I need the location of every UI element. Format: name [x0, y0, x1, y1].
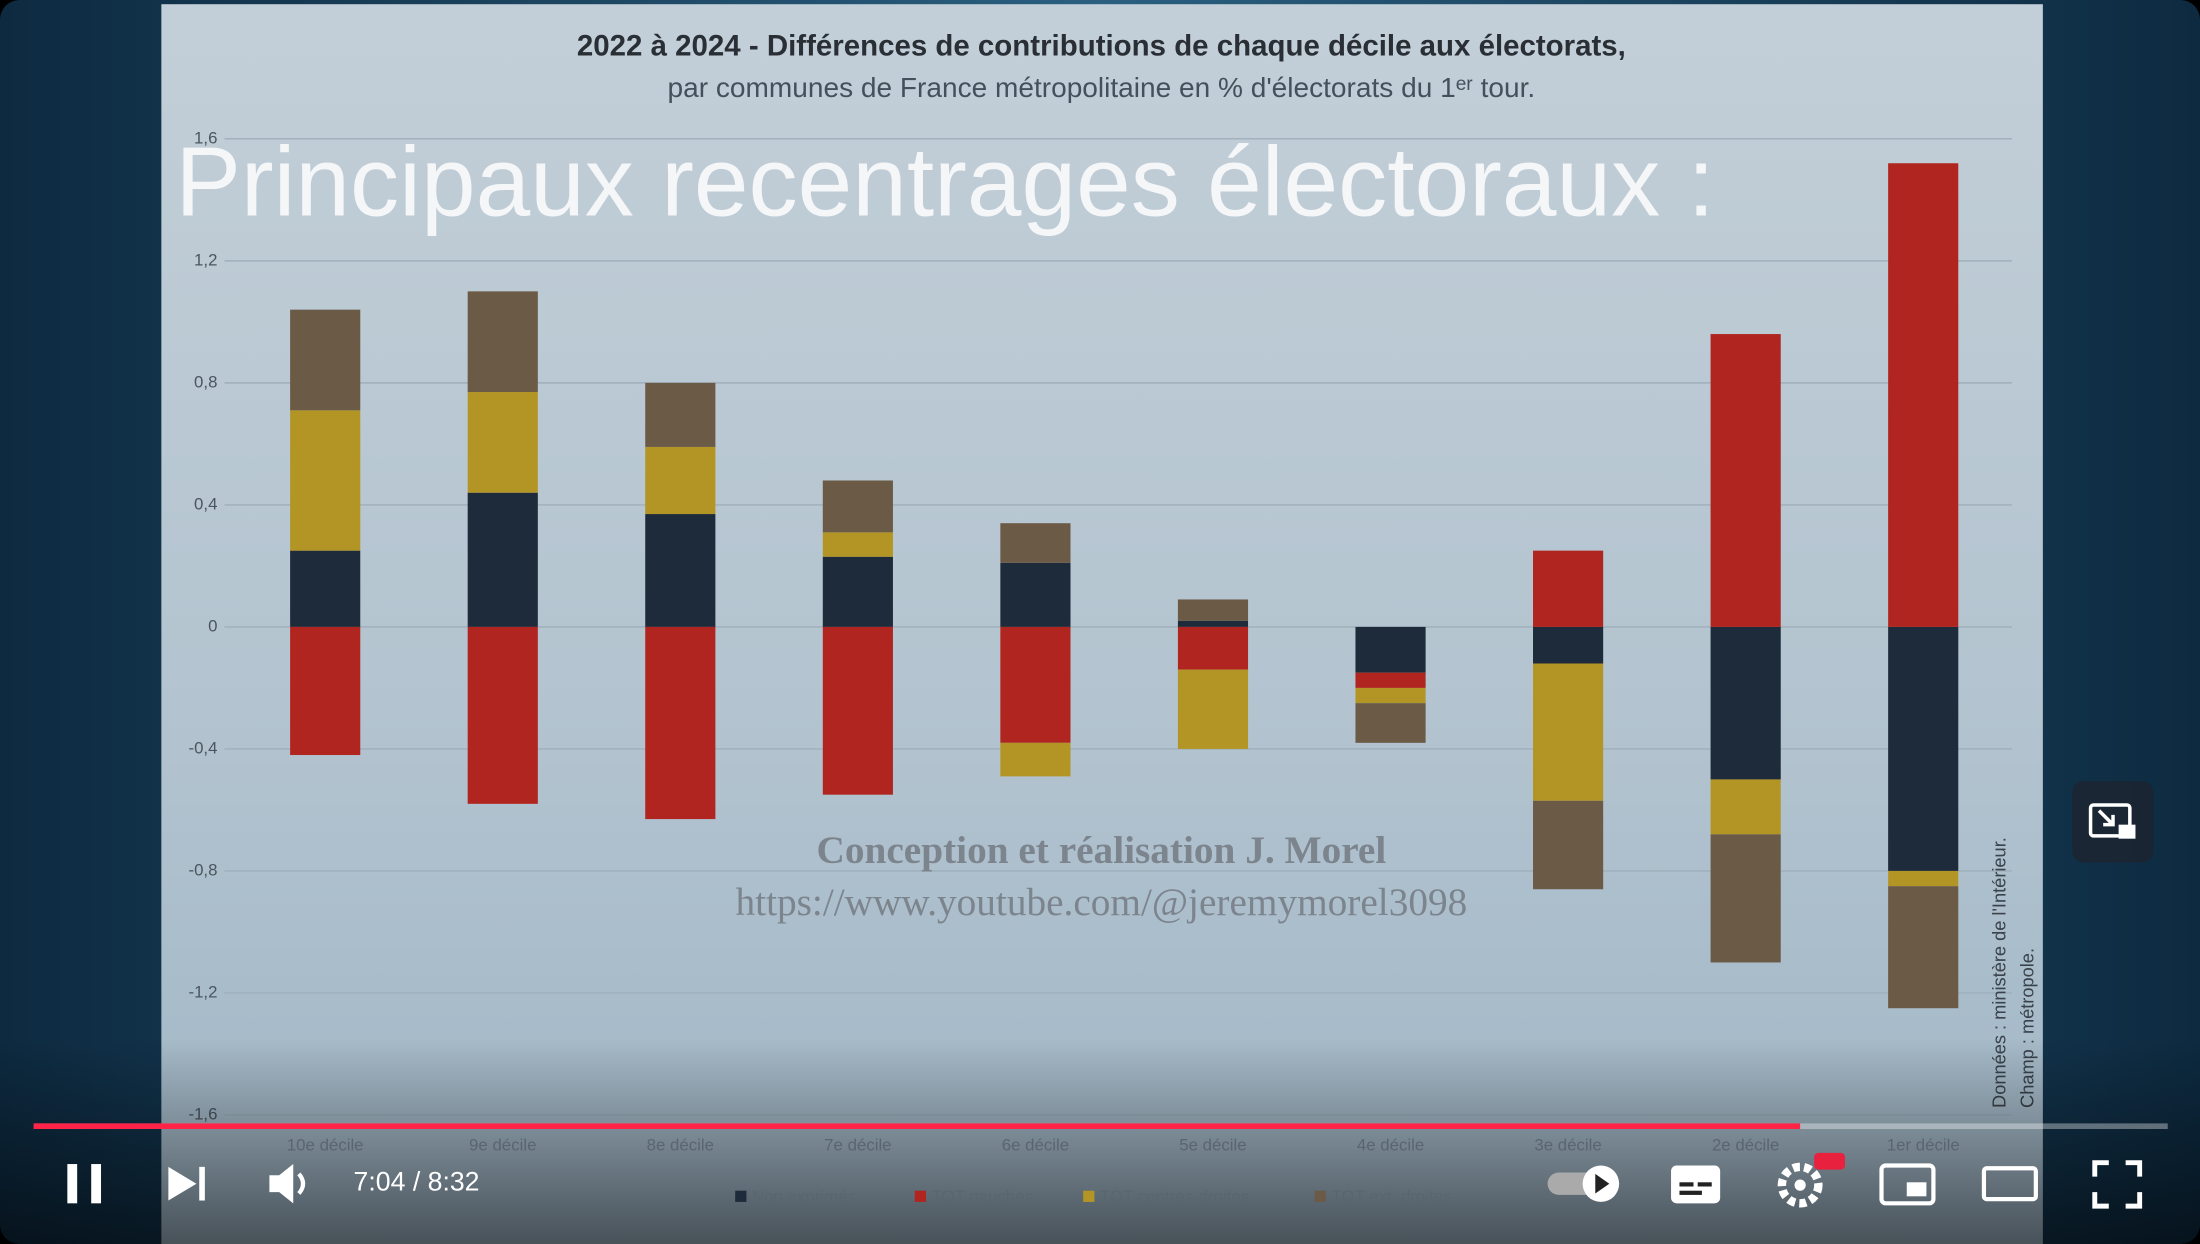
legend-label: TOT gauches	[932, 1187, 1033, 1206]
bar-segment	[1710, 626, 1781, 780]
captions-button[interactable]	[1671, 1165, 1721, 1204]
theater-button[interactable]	[1981, 1166, 2038, 1202]
bar-segment	[290, 309, 361, 411]
chart-footer: 10e décile 9e décile 8e décile 7e décile 6e …	[287, 1135, 1960, 1206]
bar-segment	[1000, 523, 1071, 563]
bar-segment	[1888, 163, 1959, 627]
watermark-url: https://www.youtube.com/@jeremymorel3098	[736, 881, 1468, 924]
x-tick-label: 2e décile	[1712, 1135, 1779, 1154]
autoplay-toggle[interactable]	[1547, 1165, 1620, 1202]
controls-shade	[0, 1037, 2200, 1244]
x-tick-label: 1er décile	[1887, 1135, 1960, 1154]
bar-segment	[1533, 626, 1604, 664]
bar-segment	[1533, 800, 1604, 890]
chart: -1,6-1,2-0,8-0,400,40,81,21,6	[188, 128, 2012, 1123]
x-tick-label: 5e décile	[1179, 1135, 1246, 1154]
bar-segment	[645, 382, 716, 447]
bar-segment	[1888, 870, 1959, 887]
bar-segment	[1710, 779, 1781, 835]
bar-segment	[1533, 550, 1604, 627]
bar-segment	[1000, 562, 1071, 627]
bar-segment	[1533, 663, 1604, 801]
pip-icon	[2088, 803, 2132, 838]
bar-segment	[1355, 626, 1426, 673]
bar-segment	[290, 550, 361, 627]
chart-subtitle: par communes de France métropolitaine en…	[668, 72, 1536, 103]
bar-segment	[1710, 334, 1781, 627]
progress-played[interactable]	[33, 1123, 1801, 1129]
bar-segment	[467, 291, 538, 393]
legend-label: TOT ext. droites	[1332, 1187, 1452, 1206]
bar-segment	[645, 446, 716, 515]
bar-segment	[1000, 742, 1071, 777]
y-tick-label: 0,8	[194, 372, 217, 391]
y-tick-label: -0,4	[188, 738, 217, 757]
miniplayer-button[interactable]	[1879, 1163, 1936, 1206]
bar-segment	[645, 514, 716, 627]
bar-segment	[822, 556, 893, 627]
pip-icon-fill	[2118, 824, 2136, 839]
bar-segment	[1888, 626, 1959, 871]
bar-segment	[290, 410, 361, 551]
bar-segment	[1355, 703, 1426, 743]
legend-label: Non exprimés	[752, 1187, 856, 1206]
bar-segment	[822, 532, 893, 557]
y-tick-label: 1,6	[194, 128, 217, 147]
y-tick-label: -0,8	[188, 860, 217, 879]
settings-button[interactable]	[1777, 1152, 1846, 1208]
bar-segment	[1355, 687, 1426, 704]
bar-segment	[467, 392, 538, 493]
fullscreen-button[interactable]	[2092, 1160, 2143, 1209]
pause-button[interactable]	[67, 1164, 102, 1204]
bar-segment	[822, 626, 893, 795]
overlay-title: Principaux recentrages électoraux :	[175, 126, 1714, 236]
bar-segment	[822, 480, 893, 533]
legend-swatch	[914, 1190, 927, 1202]
x-tick-label: 7e décile	[824, 1135, 891, 1154]
x-tick-label: 9e décile	[469, 1135, 536, 1154]
x-tick-label: 6e décile	[1002, 1135, 1069, 1154]
bar-segment	[1710, 834, 1781, 963]
bar-segment	[1177, 626, 1249, 670]
x-tick-label: 8e décile	[647, 1135, 714, 1154]
watermark-author: Conception et réalisation J. Morel	[817, 829, 1387, 872]
chart-title: 2022 à 2024 - Différences de contributio…	[577, 29, 1626, 62]
bar-segment	[1177, 620, 1249, 627]
next-button[interactable]	[168, 1166, 205, 1201]
time-display: 7:04 / 8:32	[354, 1167, 480, 1197]
legend-swatch	[735, 1190, 747, 1202]
x-tick-label: 10e décile	[287, 1135, 364, 1154]
legend-swatch	[1083, 1190, 1095, 1202]
bar-segment	[290, 626, 361, 756]
bar-segment	[1177, 669, 1249, 749]
bar-segment	[467, 626, 538, 804]
bar-segment	[1355, 672, 1426, 688]
bar-segment	[467, 492, 538, 627]
y-tick-label: 0,4	[194, 494, 217, 513]
y-tick-label: 0	[208, 616, 217, 635]
bar-segment	[645, 626, 716, 820]
y-tick-label: -1,2	[188, 982, 217, 1001]
bar-segment	[1000, 626, 1071, 743]
bar-segment	[1888, 886, 1959, 1009]
x-tick-label: 4e décile	[1357, 1135, 1424, 1154]
x-tick-label: 3e décile	[1534, 1135, 1601, 1154]
volume-button[interactable]	[269, 1164, 306, 1204]
bar-segment	[1177, 599, 1249, 621]
y-tick-label: 1,2	[194, 250, 217, 269]
legend-swatch	[1314, 1190, 1326, 1202]
legend-label: TOT centres-droites	[1100, 1187, 1249, 1206]
